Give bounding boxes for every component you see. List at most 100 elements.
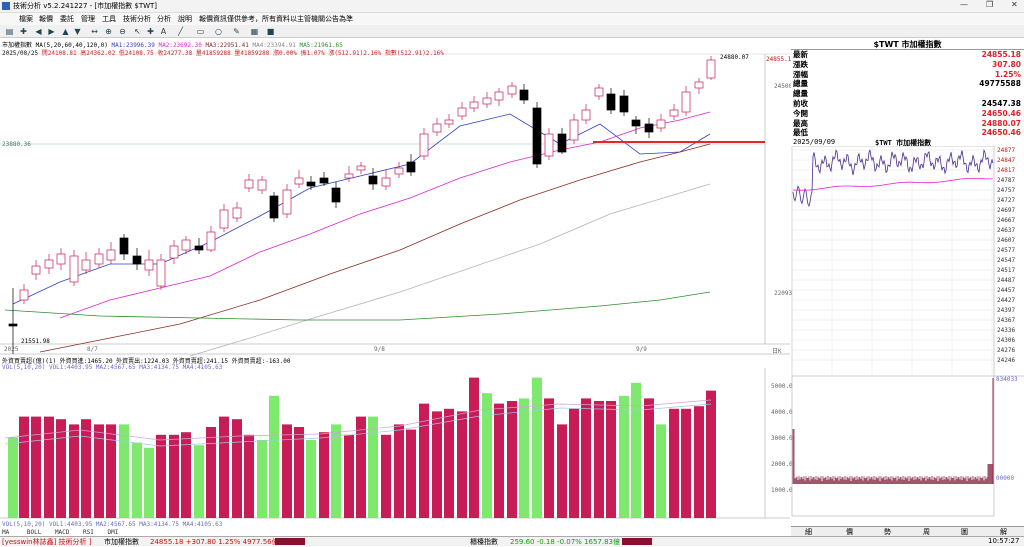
volume-bar [206, 427, 216, 518]
line-icon[interactable]: ╱ [178, 27, 183, 36]
status-bar: [yesswin林誌鑫] 技術分析 ] 市加權指數 24855.18 +307.… [0, 536, 1024, 546]
volume-bar [694, 406, 704, 518]
main-chart[interactable] [0, 38, 790, 536]
tab-chart[interactable]: 圖 [961, 528, 968, 536]
menu-manage[interactable]: 管理 [81, 15, 95, 23]
quote-value: 24855.18 [981, 50, 1021, 59]
zoom-out-icon[interactable]: ⊖ [119, 27, 126, 36]
intraday-date: 2025/09/09 [793, 138, 836, 146]
tab-ma[interactable]: MA [2, 529, 10, 536]
arrow-right-icon[interactable]: ▶ [48, 27, 55, 36]
menu-order[interactable]: 委託 [60, 15, 74, 23]
quote-key: 總量 [793, 79, 808, 89]
candle-up [94, 253, 104, 265]
quote-key: 總量 [793, 89, 808, 99]
intraday-y-label: 24276 [997, 347, 1016, 354]
candle-up [594, 87, 604, 97]
arrow-down-icon[interactable]: ▼ [74, 27, 81, 36]
brush-icon[interactable]: ✎ [233, 27, 240, 36]
quote-row: 前收 24547.38 [791, 99, 1024, 109]
restore-button[interactable]: ❐ [986, 0, 994, 9]
ma-line [59, 111, 711, 319]
ma5-value: MA5:21961.65 [299, 42, 343, 49]
volume-bar [94, 424, 104, 518]
high-label: 24880.07 [720, 54, 749, 61]
candle-up [706, 59, 716, 79]
status-index-name: 市加權指數 [104, 538, 139, 546]
ma-line [189, 183, 711, 357]
title-bar: 技術分析 v5.2.241227 - [市加權指數 $TWT] — ❐ ✕ [0, 0, 1024, 13]
intraday-avg-path [793, 178, 993, 191]
quote-value: 1.25% [994, 69, 1021, 79]
rect-icon[interactable]: ▭ [196, 27, 205, 36]
save-disk-icon[interactable]: ■ [266, 27, 275, 36]
menu-quote[interactable]: 報價 [39, 15, 53, 23]
app-icon [2, 2, 10, 10]
text-icon[interactable]: A [160, 27, 167, 36]
menu-tools[interactable]: 工具 [102, 15, 116, 23]
minimize-button[interactable]: — [960, 0, 968, 9]
volume-bar [156, 434, 166, 518]
volume-bar [681, 408, 691, 518]
menu-help[interactable]: 說明 [178, 15, 192, 23]
volume-bar [319, 432, 329, 518]
circle-icon[interactable]: ○ [215, 27, 222, 36]
tab-explain[interactable]: 解 [1000, 528, 1007, 536]
menu-file[interactable]: 檔案 [19, 15, 33, 23]
ma-line [39, 143, 711, 353]
grid-icon[interactable]: ▦ [250, 27, 259, 36]
tab-rsi[interactable]: RSI [83, 529, 94, 536]
tab-trend[interactable]: 勢 [884, 528, 891, 536]
tab-week[interactable]: 周 [923, 528, 930, 536]
quote-value: 49775588 [979, 79, 1021, 89]
tab-macd[interactable]: MACD [54, 529, 70, 536]
volume-bar [557, 424, 567, 518]
quote-row: 今開 24650.46 [791, 109, 1024, 119]
chart-info-line1: 市加權指數 MA(5,20,60,40,120,0) MA1:23996.39 … [2, 40, 343, 49]
volume-bar [31, 416, 41, 518]
tab-boll[interactable]: BOLL [26, 529, 42, 536]
y-label-bottom: 22093 [774, 290, 793, 297]
arrow-left-icon[interactable]: ◀ [35, 27, 42, 36]
menu-analysis[interactable]: 分析 [157, 15, 171, 23]
candle-down [306, 181, 316, 187]
candle-down [319, 177, 329, 184]
tab-dmi[interactable]: DMI [107, 529, 119, 536]
volume-bar [432, 411, 442, 518]
crosshair-icon[interactable]: ✚ [147, 27, 154, 36]
quote-key: 最新 [793, 50, 808, 59]
zoom-in-icon[interactable]: ⊕ [105, 27, 112, 36]
quote-value: 24650.46 [981, 128, 1021, 138]
intraday-y-label: 24817 [997, 167, 1016, 174]
tab-price[interactable]: 價 [846, 528, 853, 536]
quote-row: 漲跌 307.80 [791, 60, 1024, 70]
vol-y4: 2000.0 [771, 461, 793, 468]
intraday-y-label: 24577 [997, 247, 1016, 254]
intraday-y-label: 24306 [997, 337, 1016, 344]
quote-value: 24547.38 [981, 98, 1021, 108]
candlesticks [8, 56, 716, 354]
quote-title: $TWT 市加權指數 [791, 39, 1024, 50]
new-icon[interactable]: ▤ [5, 27, 14, 36]
add-icon[interactable]: ✚ [20, 27, 27, 36]
volume-bar [44, 416, 54, 518]
ref-price-label: 23880.36 [2, 141, 31, 148]
intraday-y-label: 24547 [997, 257, 1016, 264]
cursor-icon[interactable]: ↖ [134, 27, 141, 36]
quote-row: 總量 49775588 [791, 79, 1024, 89]
candle-down [606, 93, 616, 111]
volume-bar [469, 377, 479, 518]
candle-up [544, 133, 554, 157]
arrow-up-icon[interactable]: ▲ [62, 27, 69, 36]
tab-detail[interactable]: 細 [805, 528, 812, 536]
candle-up [681, 91, 691, 113]
intraday-chart[interactable] [791, 146, 1024, 526]
period-label[interactable]: 日K [772, 348, 782, 355]
pan-icon[interactable]: ↔ [91, 27, 98, 36]
close-button[interactable]: ✕ [1011, 0, 1018, 9]
quote-key: 漲幅 [793, 69, 808, 79]
ohlc-open: 開24108.81 [41, 50, 77, 57]
menu-tech[interactable]: 技術分析 [123, 15, 151, 23]
intraday-y-label: 24487 [997, 277, 1016, 284]
moving-average-lines [4, 111, 711, 357]
